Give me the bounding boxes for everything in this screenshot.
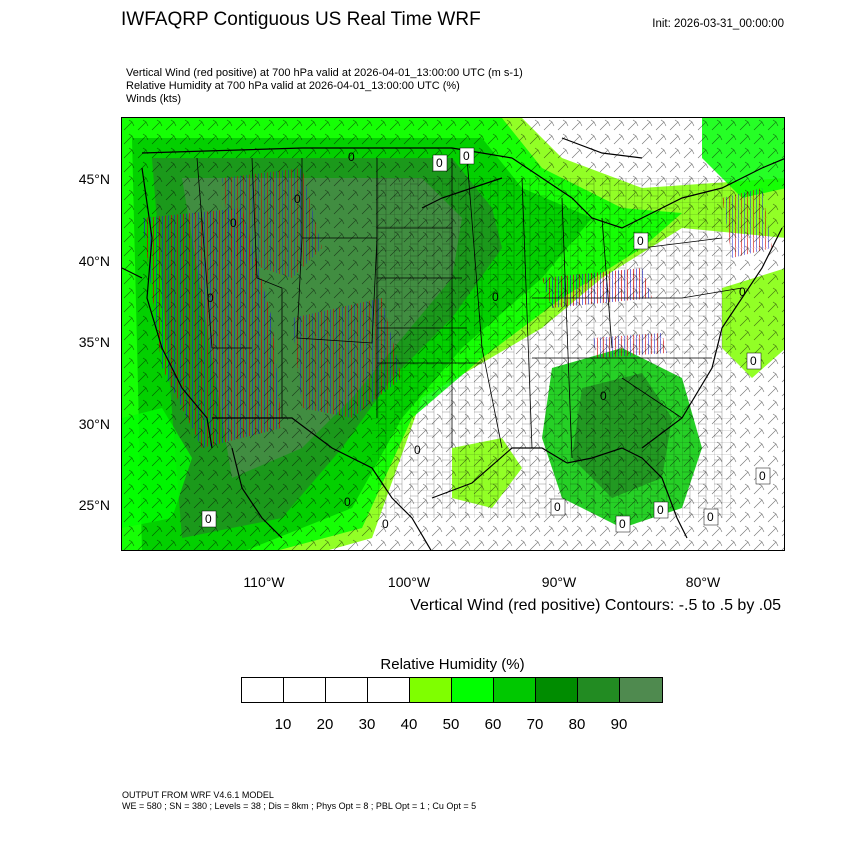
labelbar-box [620, 678, 662, 702]
lat-label-40n: 40°N [78, 253, 110, 269]
labelbar-box [536, 678, 578, 702]
labelbar-tick-label: 90 [610, 716, 628, 733]
lat-label-35n: 35°N [78, 334, 110, 350]
labelbar-tick-label: 10 [274, 716, 292, 733]
map-panel: 0 0 0 0 0 0 0 0 0 0 0 0 0 0 0 0 0 0 0 0 [121, 117, 785, 551]
footer-config: WE = 580 ; SN = 380 ; Levels = 38 ; Dis … [122, 801, 477, 811]
zero-label: 0 [739, 285, 746, 299]
footer-model: OUTPUT FROM WRF V4.6.1 MODEL [122, 790, 274, 800]
labelbar-tick-label: 40 [400, 716, 418, 733]
svg-text:0: 0 [554, 500, 561, 514]
svg-text:0: 0 [619, 517, 626, 531]
svg-text:0: 0 [463, 149, 470, 163]
zero-label: 0 [432, 154, 448, 172]
labelbar [241, 677, 663, 703]
zero-label: 0 [492, 290, 499, 304]
zero-label: 0 [633, 232, 649, 250]
labelbar-tick-label: 70 [526, 716, 544, 733]
zero-label: 0 [600, 389, 607, 403]
zero-label: 0 [294, 192, 301, 206]
subtitle-winds: Winds (kts) [126, 93, 181, 105]
labelbar-box [410, 678, 452, 702]
zero-contour-labels: 0 0 0 0 0 0 0 0 0 0 0 0 0 0 0 0 0 0 0 0 [201, 147, 771, 533]
zero-label: 0 [615, 515, 631, 533]
labelbar-box [242, 678, 284, 702]
zero-label: 0 [755, 467, 771, 485]
zero-label: 0 [703, 508, 719, 526]
zero-label: 0 [550, 498, 566, 516]
lat-label-45n: 45°N [78, 171, 110, 187]
plot-title: IWFAQRP Contiguous US Real Time WRF [121, 9, 481, 30]
zero-label: 0 [746, 352, 762, 370]
contour-info: Vertical Wind (red positive) Contours: -… [410, 597, 781, 614]
zero-label: 0 [201, 510, 217, 528]
subtitle-relative-humidity: Relative Humidity at 700 hPa valid at 20… [126, 80, 460, 92]
labelbar-box [326, 678, 368, 702]
svg-text:0: 0 [205, 512, 212, 526]
zero-label: 0 [459, 147, 475, 165]
zero-label: 0 [344, 495, 351, 509]
labelbar-tick-label: 50 [442, 716, 460, 733]
labelbar-box [368, 678, 410, 702]
labelbar-box [494, 678, 536, 702]
state-lines [196, 157, 743, 459]
lon-label-110w: 110°W [243, 574, 285, 590]
svg-text:0: 0 [707, 510, 714, 524]
svg-text:0: 0 [436, 156, 443, 170]
subtitle-vertical-wind: Vertical Wind (red positive) at 700 hPa … [126, 67, 523, 79]
weather-map: 0 0 0 0 0 0 0 0 0 0 0 0 0 0 0 0 0 0 0 0 [122, 118, 784, 550]
labelbar-tick-label: 80 [568, 716, 586, 733]
zero-label: 0 [207, 291, 214, 305]
svg-text:0: 0 [637, 234, 644, 248]
zero-label: 0 [382, 517, 389, 531]
zero-label: 0 [348, 150, 355, 164]
zero-label: 0 [653, 501, 669, 519]
labelbar-box [578, 678, 620, 702]
labelbar-tick-label: 20 [316, 716, 334, 733]
zero-label: 0 [230, 216, 237, 230]
labelbar-title: Relative Humidity (%) [380, 656, 525, 673]
labelbar-tick-label: 60 [484, 716, 502, 733]
lat-label-30n: 30°N [78, 416, 110, 432]
lon-label-90w: 90°W [541, 574, 577, 590]
lon-label-80w: 80°W [685, 574, 721, 590]
svg-text:0: 0 [750, 354, 757, 368]
labelbar-box [452, 678, 494, 702]
labelbar-box [284, 678, 326, 702]
init-time: Init: 2026-03-31_00:00:00 [652, 18, 784, 30]
lat-label-25n: 25°N [78, 497, 110, 513]
lon-label-100w: 100°W [387, 574, 431, 590]
wind-barbs [122, 118, 784, 550]
zero-label: 0 [414, 443, 421, 457]
svg-text:0: 0 [657, 503, 664, 517]
labelbar-tick-label: 30 [358, 716, 376, 733]
svg-text:0: 0 [759, 469, 766, 483]
